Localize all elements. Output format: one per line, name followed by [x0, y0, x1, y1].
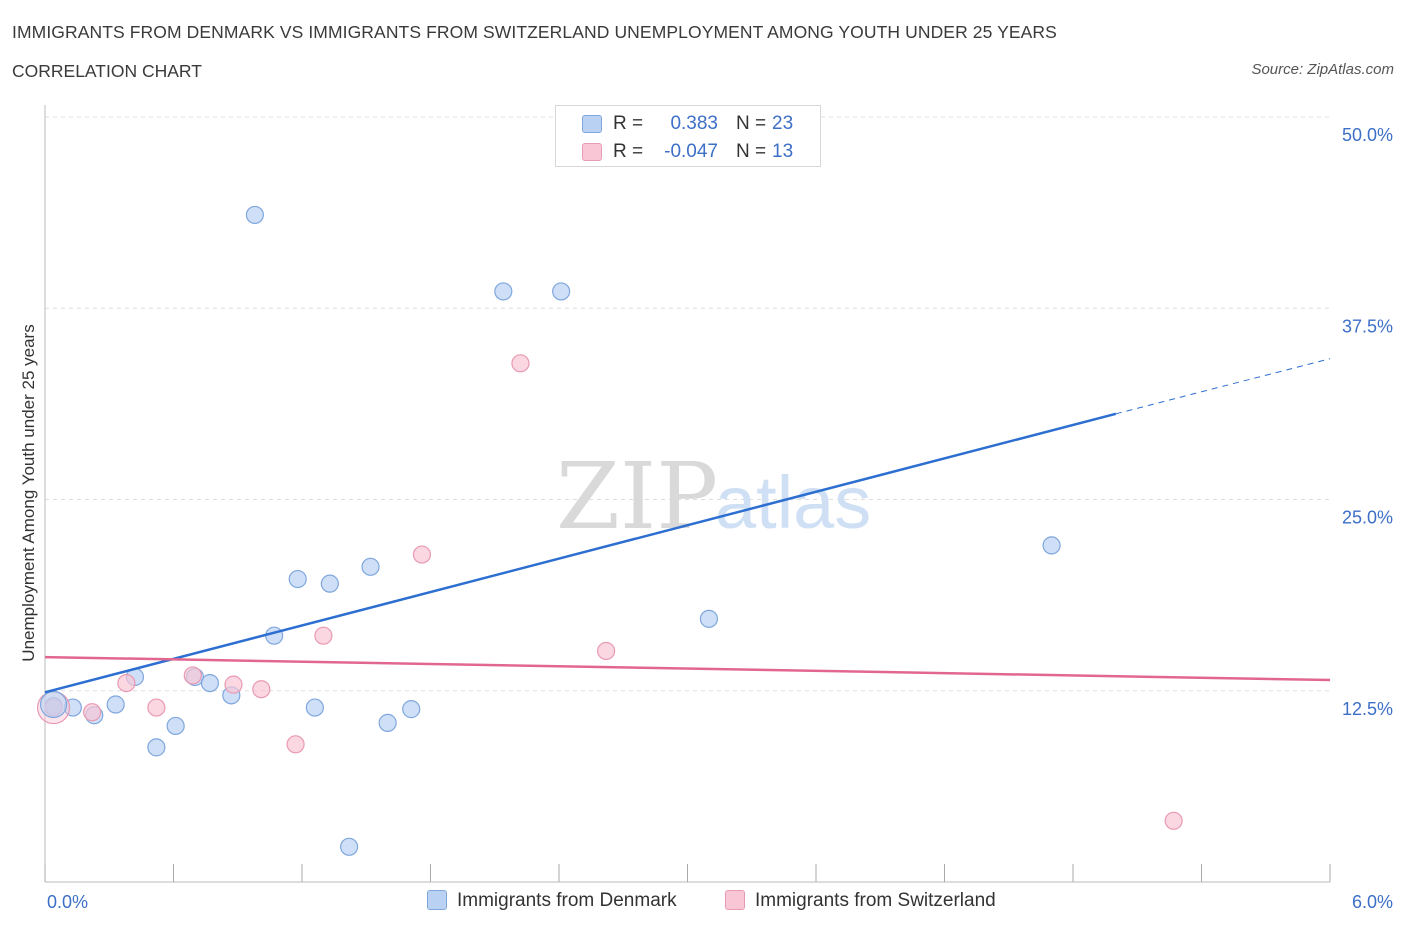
denmark-point: [361, 557, 380, 576]
switzerland-point: [117, 673, 136, 693]
y-tick-label: 25.0%: [1342, 508, 1393, 528]
denmark-point: [378, 713, 397, 732]
legend-label: Immigrants from Switzerland: [755, 890, 996, 911]
denmark-swatch: [427, 890, 447, 910]
switzerland-point: [183, 666, 202, 685]
denmark-point: [1042, 536, 1061, 555]
x-tick-label: 0.0%: [47, 892, 88, 912]
switzerland-trend-line: [44, 655, 1331, 682]
r-label: R =: [613, 113, 644, 134]
n-label: N =: [736, 141, 767, 162]
watermark-atlas: atlas: [715, 461, 871, 544]
switzerland-point: [83, 703, 102, 722]
r-value: -0.047: [664, 141, 718, 162]
y-axis-label: Unemployment Among Youth under 25 years: [19, 324, 38, 661]
denmark-point: [288, 569, 307, 589]
switzerland-point: [511, 354, 530, 373]
denmark-point: [200, 673, 220, 693]
legend-item-denmark: Immigrants from Denmark: [427, 890, 677, 912]
denmark-point: [340, 837, 359, 856]
switzerland-swatch: [725, 890, 745, 910]
denmark-point: [245, 205, 264, 225]
switzerland-point: [147, 698, 166, 717]
switzerland-point: [286, 735, 305, 754]
switzerland-point: [224, 675, 243, 694]
n-value: 23: [772, 113, 794, 134]
legend-label: Immigrants from Denmark: [457, 890, 677, 911]
chart-subtitle: CORRELATION CHART: [12, 61, 202, 81]
source-credit: Source: ZipAtlas.com: [1251, 61, 1394, 78]
r-label: R =: [613, 141, 644, 162]
denmark-trend-extension: [1115, 358, 1331, 415]
stats-legend: R = 0.383 N = 23 R = -0.047 N = 13: [555, 105, 821, 167]
switzerland-point: [412, 545, 432, 564]
denmark-point: [147, 738, 166, 757]
y-tick-label: 37.5%: [1342, 316, 1393, 336]
denmark-point: [699, 609, 719, 628]
denmark-point: [166, 716, 185, 736]
chart-title: IMMIGRANTS FROM DENMARK VS IMMIGRANTS FR…: [12, 22, 1057, 42]
denmark-point: [402, 700, 421, 719]
watermark-zip: ZIP: [556, 443, 718, 550]
n-value: 13: [772, 141, 794, 162]
denmark-point: [39, 690, 68, 719]
y-tick-label: 12.5%: [1342, 699, 1393, 719]
switzerland-swatch: [582, 143, 602, 161]
switzerland-point: [314, 626, 333, 645]
y-tick-label: 50.0%: [1342, 125, 1393, 145]
r-value: 0.383: [670, 113, 718, 134]
denmark-point: [305, 698, 324, 717]
denmark-swatch: [582, 115, 602, 133]
denmark-point: [265, 626, 284, 645]
denmark-point: [106, 695, 125, 714]
n-label: N =: [736, 113, 767, 134]
denmark-point: [320, 574, 339, 593]
denmark-trend-line: [44, 412, 1117, 694]
denmark-point: [494, 282, 513, 301]
denmark-point: [552, 282, 571, 301]
switzerland-point: [1164, 811, 1183, 830]
x-tick-label: 6.0%: [1352, 892, 1393, 912]
legend-item-switzerland: Immigrants from Switzerland: [725, 890, 996, 912]
switzerland-point: [252, 680, 271, 699]
switzerland-point: [597, 641, 616, 661]
